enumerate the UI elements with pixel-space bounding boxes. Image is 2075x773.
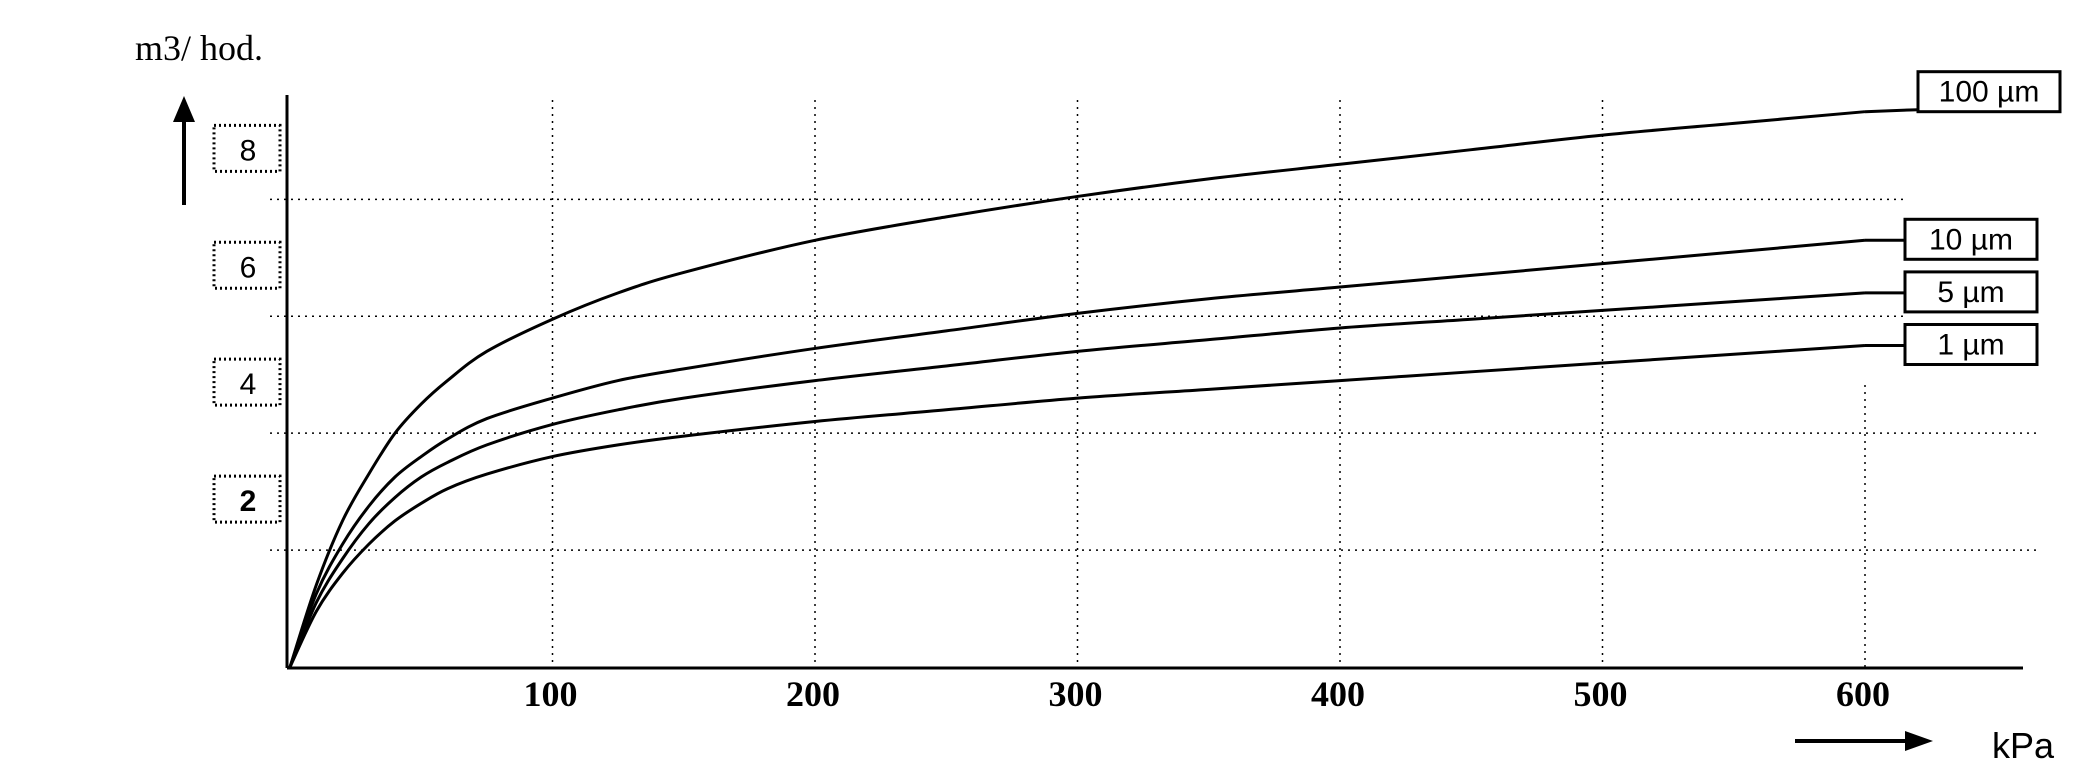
y-tick-label-8: 8 [240,134,257,167]
x-tick-label-100: 100 [524,674,578,714]
x-axis-arrow-icon [1795,731,1933,751]
series-line-2 [288,291,1866,668]
x-tick-label-300: 300 [1049,674,1103,714]
x-tick-label-500: 500 [1574,674,1628,714]
series-label-0: 100 µm [1916,70,2062,114]
series-label-text: 10 µm [1929,223,2013,256]
series-label-text: 100 µm [1939,76,2040,109]
grid [270,100,2040,668]
series-label-text: 1 µm [1937,329,2004,362]
y-tick-4: 4 [212,357,282,407]
y-tick-2: 2 [212,474,282,524]
y-tick-box [212,240,282,290]
series-label-leader [1864,108,1919,114]
y-tick-labels: 2 4 6 8 [212,123,282,524]
y-tick-box [212,474,282,524]
y-tick-label-6: 6 [240,251,257,284]
series-labels: 100 µm 10 µm 5 µm 1 µm [1864,70,2062,367]
x-tick-label-200: 200 [786,674,840,714]
y-tick-box [212,123,282,173]
series-label-3: 1 µm [1903,323,2039,367]
series-line-0 [288,110,1866,668]
series-line-3 [288,344,1866,668]
y-tick-label-2: 2 [240,485,257,518]
series-lines [288,110,1866,668]
axes [285,95,2023,670]
series-label-box [1903,217,2039,261]
y-axis-arrow-icon [173,96,195,205]
series-line-1 [288,238,1866,668]
series-label-1: 10 µm [1903,217,2039,261]
y-tick-label-4: 4 [240,368,257,401]
y-tick-8: 8 [212,123,282,173]
series-label-box [1916,70,2062,114]
x-unit-label: kPa [1992,725,2055,766]
x-tick-label-600: 600 [1836,674,1890,714]
y-unit-label: m3/ hod. [135,28,263,68]
y-tick-6: 6 [212,240,282,290]
x-tick-label-400: 400 [1311,674,1365,714]
series-label-2: 5 µm [1903,270,2039,314]
x-tick-labels: 100 200 300 400 500 600 [524,674,1891,714]
series-label-box [1903,323,2039,367]
series-label-box [1903,270,2039,314]
series-label-text: 5 µm [1937,276,2004,309]
y-tick-box [212,357,282,407]
